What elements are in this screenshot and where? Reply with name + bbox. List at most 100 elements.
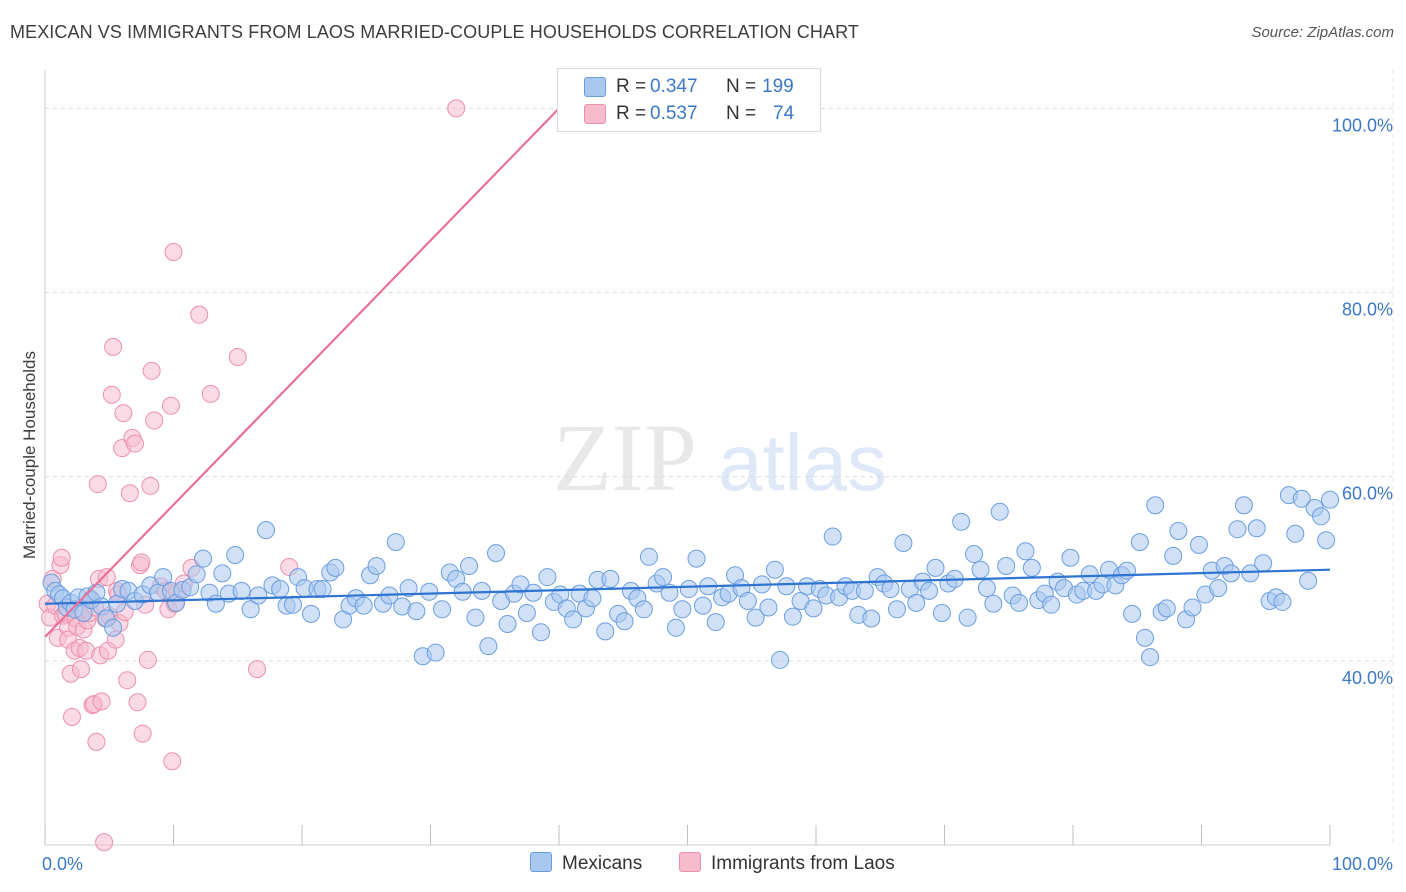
mexicans-point bbox=[472, 581, 491, 600]
mexicans-point bbox=[746, 608, 765, 627]
watermark-atlas: atlas bbox=[718, 418, 887, 507]
mexicans-point bbox=[660, 583, 679, 602]
mexicans-point bbox=[433, 600, 452, 619]
mexicans-point bbox=[673, 600, 692, 619]
mexicans-point bbox=[313, 580, 332, 599]
mexicans-point bbox=[666, 618, 685, 637]
laos-point bbox=[114, 404, 133, 423]
mexicans-point bbox=[213, 564, 232, 583]
mexicans-point bbox=[1146, 496, 1165, 515]
trend-lines bbox=[44, 107, 1331, 638]
x-tick-labels: 0.0% 100.0% bbox=[42, 854, 1393, 874]
mexicans-point bbox=[1189, 535, 1208, 554]
mexicans-point bbox=[226, 545, 245, 564]
mexicans-point bbox=[823, 527, 842, 546]
mexicans-point bbox=[759, 598, 778, 617]
laos-point bbox=[102, 385, 121, 404]
laos-point bbox=[161, 396, 180, 415]
mexicans-point bbox=[187, 565, 206, 584]
mexicans-point bbox=[1273, 592, 1292, 611]
laos-point bbox=[447, 99, 466, 118]
laos-swatch bbox=[584, 104, 606, 124]
mexicans-point bbox=[977, 579, 996, 598]
mexicans-point bbox=[615, 612, 634, 631]
mexicans-point bbox=[367, 557, 386, 576]
mexicans-point bbox=[1209, 579, 1228, 598]
mexicans-point bbox=[777, 577, 796, 596]
legend-item-mexicans: Mexicans bbox=[530, 852, 642, 875]
legend-item-laos: Immigrants from Laos bbox=[679, 852, 895, 875]
mexicans-point bbox=[984, 594, 1003, 613]
laos-point bbox=[125, 434, 144, 453]
mexicans-point bbox=[1247, 519, 1266, 538]
y-tick-label: 100.0% bbox=[1332, 115, 1393, 135]
laos-legend-swatch bbox=[679, 852, 701, 872]
mexicans-point bbox=[511, 575, 530, 594]
mexicans-point bbox=[386, 533, 405, 552]
mexicans-series-points bbox=[42, 486, 1339, 669]
mexicans-point bbox=[479, 637, 498, 656]
mexicans-point bbox=[1234, 496, 1253, 515]
laos-point bbox=[142, 361, 161, 380]
mexicans-point bbox=[1135, 628, 1154, 647]
legend-n-label: N = bbox=[726, 103, 757, 124]
stats-legend: R = 0.347 N = 199 R = 0.537 N = 74 bbox=[557, 68, 821, 132]
mexicans-point bbox=[487, 544, 506, 563]
laos-point bbox=[145, 411, 164, 430]
legend-r-value: 0.347 bbox=[650, 76, 698, 97]
axes bbox=[44, 825, 1331, 846]
y-tick-labels: 40.0% 60.0% 80.0% 100.0% bbox=[1332, 115, 1393, 687]
watermark-zip: ZIP bbox=[553, 404, 697, 511]
chart-title: MEXICAN VS IMMIGRANTS FROM LAOS MARRIED-… bbox=[10, 22, 859, 42]
mexicans-point bbox=[687, 549, 706, 568]
legend-r-label: R = bbox=[616, 103, 647, 124]
mexicans-point bbox=[498, 615, 517, 634]
mexicans-point bbox=[538, 568, 557, 587]
laos-point bbox=[201, 384, 220, 403]
mexicans-trend-line bbox=[44, 568, 1331, 605]
laos-point bbox=[132, 553, 151, 572]
laos-point bbox=[128, 693, 147, 712]
mexicans-point bbox=[1228, 520, 1247, 539]
legend-r-value: 0.537 bbox=[650, 103, 698, 124]
mexicans-point bbox=[1157, 599, 1176, 618]
mexicans-point bbox=[990, 502, 1009, 521]
y-axis-label: Married-couple Households bbox=[20, 351, 39, 559]
mexicans-point bbox=[771, 650, 790, 669]
mexicans-point bbox=[679, 580, 698, 599]
mexicans-point bbox=[997, 557, 1016, 576]
mexicans-point bbox=[932, 603, 951, 622]
legend-n-value: 199 bbox=[762, 76, 794, 97]
mexicans-point bbox=[952, 512, 971, 531]
mexicans-point bbox=[524, 583, 543, 602]
mexicans-point bbox=[326, 558, 345, 577]
laos-point bbox=[248, 660, 267, 679]
source-credit: Source: ZipAtlas.com bbox=[1251, 24, 1394, 41]
mexicans-point bbox=[399, 579, 418, 598]
y-tick-label: 80.0% bbox=[1342, 300, 1393, 320]
laos-point bbox=[71, 660, 90, 679]
mexicans-swatch bbox=[584, 77, 606, 97]
legend-label-laos: Immigrants from Laos bbox=[711, 853, 895, 874]
mexicans-point bbox=[1317, 531, 1336, 550]
laos-series-points bbox=[38, 99, 466, 852]
mexicans-point bbox=[738, 592, 757, 611]
mexicans-point bbox=[926, 558, 945, 577]
laos-point bbox=[138, 650, 157, 669]
mexicans-point bbox=[104, 618, 123, 637]
mexicans-point bbox=[654, 568, 673, 587]
mexicans-point bbox=[517, 603, 536, 622]
laos-trend-line bbox=[44, 107, 560, 638]
mexicans-point bbox=[887, 600, 906, 619]
mexicans-point bbox=[894, 534, 913, 552]
mexicans-point bbox=[232, 581, 251, 600]
mexicans-point bbox=[1164, 546, 1183, 565]
laos-point bbox=[190, 305, 209, 324]
mexicans-point bbox=[1016, 542, 1035, 561]
x-tick-label: 0.0% bbox=[42, 854, 83, 874]
mexicans-point bbox=[1286, 524, 1305, 543]
laos-point bbox=[95, 833, 114, 852]
mexicans-point bbox=[634, 600, 653, 619]
mexicans-point bbox=[1299, 571, 1318, 590]
